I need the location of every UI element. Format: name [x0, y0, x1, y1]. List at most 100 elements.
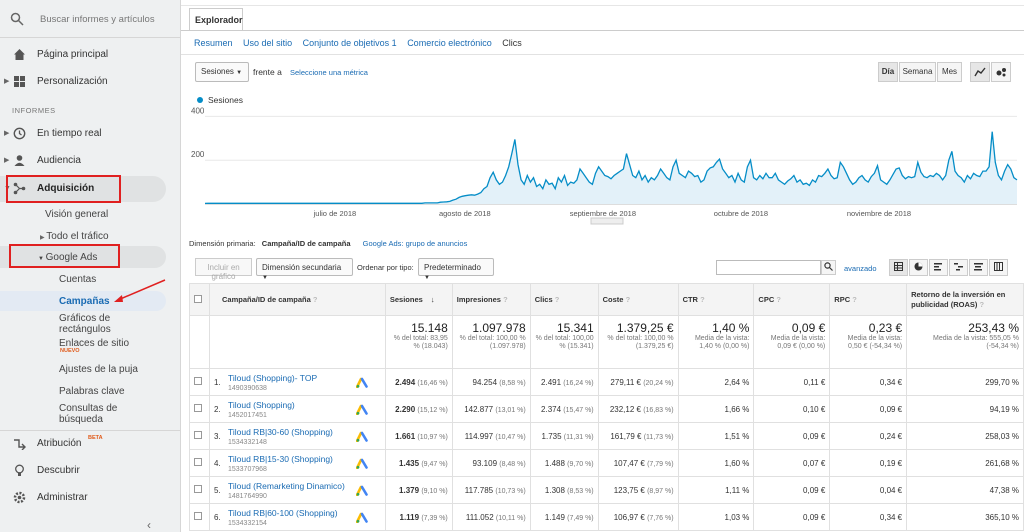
expand-arrow-icon: ▶ [4, 130, 10, 137]
table-header-row: Campaña/ID de campaña ? Sesiones ↓ Impre… [189, 283, 1024, 316]
cost-value: 161,79 € [610, 431, 642, 441]
expand-arrow-icon: ▶ [4, 157, 10, 164]
sidebar-item-search-queries[interactable]: Consultas de búsqueda [59, 403, 118, 425]
campaign-link[interactable]: Tiloud RB|15-30 (Shopping) [227, 453, 333, 464]
sidebar-item-custom[interactable]: ▶ Personalización [0, 71, 181, 93]
subtab-goal-set[interactable]: Conjunto de objetivos 1 [302, 38, 397, 48]
view-term-cloud-button[interactable] [969, 259, 988, 276]
period-day-button[interactable]: Día [878, 62, 898, 82]
primary-dimension-label: Dimensión primaria: [189, 239, 256, 248]
subtab-ecommerce[interactable]: Comercio electrónico [407, 38, 492, 48]
header-rpc[interactable]: RPC ? [829, 283, 908, 316]
subtab-clicks[interactable]: Clics [502, 38, 522, 48]
sidebar-item-keywords[interactable]: Palabras clave [59, 386, 125, 397]
header-cpc[interactable]: CPC ? [753, 283, 831, 316]
sort-type-select[interactable]: Predeterminado ▼ [418, 258, 494, 281]
collapse-sidebar-icon[interactable]: ‹ [147, 518, 151, 532]
header-checkbox[interactable] [189, 283, 210, 316]
line-chart-button[interactable] [970, 62, 990, 82]
cost-cell: 107,47 € (7,79 %) [597, 449, 679, 477]
checkbox[interactable] [194, 294, 202, 303]
sidebar-item-campaigns[interactable]: Campañas [59, 296, 110, 307]
sidebar-item-google-ads[interactable]: ▼ Google Ads [38, 252, 97, 263]
sidebar-item-all-traffic[interactable]: ▶ Todo el tráfico [40, 231, 109, 242]
sort-type-value: Predeterminado [424, 263, 481, 272]
sidebar-search[interactable]: Buscar informes y artículos [0, 0, 181, 38]
row-checkbox-cell[interactable] [189, 449, 210, 477]
period-month-button[interactable]: Mes [937, 62, 962, 82]
table-search-button[interactable] [821, 260, 836, 275]
primary-dimension-current[interactable]: Campaña/ID de campaña [261, 239, 351, 248]
roas-cell: 258,03 % [906, 422, 1024, 450]
chart-resize-handle [590, 217, 624, 225]
period-week-button[interactable]: Semana [899, 62, 936, 82]
sidebar-item-overview[interactable]: Visión general [45, 209, 109, 220]
help-icon: ? [700, 295, 705, 304]
sidebar-item-home[interactable]: Página principal [0, 44, 181, 66]
view-comparison-button[interactable] [949, 259, 968, 276]
sidebar-item-audience[interactable]: ▶ Audiencia [0, 150, 181, 172]
header-sessions[interactable]: Sesiones ↓ [384, 283, 453, 316]
campaign-link[interactable]: Tiloud (Shopping) [227, 399, 295, 410]
row-checkbox-cell[interactable] [189, 395, 210, 423]
cpc-cell: 0,09 € [753, 503, 831, 531]
subtab-site-usage[interactable]: Uso del sitio [243, 38, 293, 48]
campaign-link[interactable]: Tiloud RB|30-60 (Shopping) [227, 426, 333, 437]
tab-explorer[interactable]: Explorador [189, 8, 243, 30]
secondary-dimension-select[interactable]: Dimensión secundaria ▼ [256, 258, 353, 281]
motion-chart-button[interactable] [991, 62, 1011, 82]
header-ctr[interactable]: CTR ? [677, 283, 755, 316]
rpc-cell: 0,09 € [829, 395, 908, 423]
sidebar-item-admin[interactable]: Administrar [0, 487, 181, 509]
plot-rows-button[interactable]: Incluir en gráfico [195, 258, 252, 281]
table-search-input[interactable] [716, 260, 821, 275]
cost-cell: 106,97 € (7,76 %) [597, 503, 679, 531]
header-clicks[interactable]: Clics ? [529, 283, 599, 316]
advanced-link[interactable]: avanzado [844, 264, 877, 273]
subtab-summary[interactable]: Resumen [194, 38, 233, 48]
checkbox[interactable] [194, 377, 202, 385]
sessions-cell: 1.379 (9,10 %) [384, 476, 453, 504]
header-cost[interactable]: Coste ? [597, 283, 679, 316]
impressions-cell: 93.109 (8,48 %) [451, 449, 531, 477]
row-checkbox-cell[interactable] [189, 476, 210, 504]
person-icon [14, 155, 25, 166]
view-performance-button[interactable] [929, 259, 948, 276]
primary-dimension-alt[interactable]: Google Ads: grupo de anuncios [362, 239, 468, 248]
dropdown-arrow-icon: ▼ [262, 275, 268, 281]
row-checkbox-cell[interactable] [189, 422, 210, 450]
search-icon [824, 262, 833, 271]
checkbox[interactable] [194, 512, 202, 520]
row-checkbox-cell[interactable] [189, 368, 210, 396]
sidebar-item-accounts[interactable]: Cuentas [59, 274, 97, 285]
view-pie-button[interactable] [909, 259, 928, 276]
sidebar-item-treemaps[interactable]: Gráficos de rectángulos [59, 313, 111, 335]
header-roas[interactable]: Retorno de la inversión en publicidad (R… [906, 283, 1024, 316]
sidebar-item-bid-adjust[interactable]: Ajustes de la puja [59, 364, 138, 375]
campaign-link[interactable]: Tiloud (Shopping)- TOP [227, 372, 318, 383]
campaigns-highlight [0, 291, 166, 311]
help-icon: ? [503, 295, 508, 304]
sidebar-item-attribution[interactable]: Atribución BETA [0, 433, 181, 455]
total-rpc-value: 0,23 € [868, 321, 903, 335]
cost-value: 279,11 € [610, 377, 641, 387]
total-rpc: 0,23 € Media de la vista: 0,50 € (-54,34 … [829, 315, 908, 369]
metric-select[interactable]: Sesiones ▼ [195, 62, 249, 82]
checkbox[interactable] [194, 431, 202, 439]
sidebar-item-discover[interactable]: Descubrir [0, 460, 181, 482]
sidebar-item-sitelinks[interactable]: Enlaces de sitio [59, 338, 130, 349]
campaign-link[interactable]: Tiloud (Remarketing Dinamico) [227, 480, 345, 491]
sidebar-label-admin: Administrar [37, 492, 88, 503]
header-impressions[interactable]: Impresiones ? [451, 283, 531, 316]
campaign-link[interactable]: Tiloud RB|60-100 (Shopping) [227, 507, 338, 518]
table-view-icon [894, 262, 903, 271]
view-data-button[interactable] [889, 259, 908, 276]
checkbox[interactable] [194, 458, 202, 466]
select-metric-link[interactable]: Seleccione una métrica [290, 68, 368, 77]
row-checkbox-cell[interactable] [189, 503, 210, 531]
checkbox[interactable] [194, 485, 202, 493]
checkbox[interactable] [194, 404, 202, 412]
header-campaign[interactable]: Campaña/ID de campaña ? [208, 283, 386, 316]
view-pivot-button[interactable] [989, 259, 1008, 276]
sidebar-item-realtime[interactable]: ▶ En tiempo real [0, 123, 181, 145]
